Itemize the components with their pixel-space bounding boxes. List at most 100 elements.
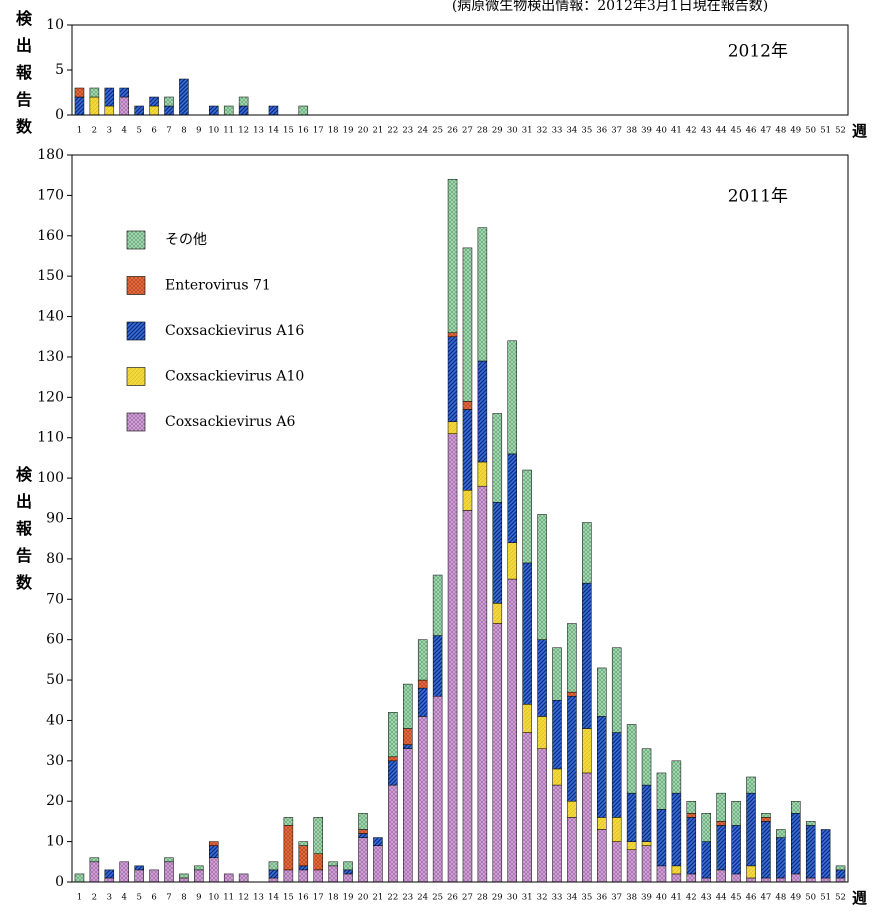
x-tick-label: 21 — [373, 893, 384, 903]
bar-segment — [805, 825, 816, 879]
y-axis-label: 検出報告数 — [13, 10, 32, 145]
bar-segment — [283, 817, 294, 826]
x-tick-label: 19 — [343, 126, 354, 136]
bar-segment — [388, 712, 398, 758]
x-tick-label: 8 — [181, 126, 186, 136]
bar-segment — [537, 514, 547, 640]
bar-segment — [716, 869, 726, 883]
bar-segment — [641, 841, 652, 846]
bar-segment — [716, 825, 726, 871]
legend-label: Enterovirus 71 — [165, 278, 271, 294]
bar-segment — [194, 865, 204, 871]
x-tick-label: 48 — [775, 126, 786, 136]
bar-segment — [283, 869, 294, 883]
x-tick-label: 36 — [596, 893, 607, 903]
x-tick-label: 42 — [686, 893, 697, 903]
x-tick-label: 5 — [136, 126, 141, 136]
x-tick-label: 39 — [641, 126, 652, 136]
bar-segment — [686, 873, 697, 883]
bar-segment — [104, 869, 115, 879]
x-tick-label: 50 — [805, 893, 816, 903]
x-tick-label: 43 — [701, 893, 712, 903]
bar-segment — [701, 813, 711, 842]
legend-swatch — [126, 276, 146, 295]
bar-segment — [164, 96, 174, 107]
x-tick-label: 33 — [552, 126, 563, 136]
bar-segment — [611, 647, 622, 733]
bar-segment — [179, 78, 189, 116]
bar-segment — [671, 865, 682, 875]
legend-label: その他 — [165, 232, 207, 248]
y-tick-label: 50 — [46, 672, 64, 688]
bar-segment — [507, 578, 517, 883]
y-axis-label: 検出報告数 — [13, 466, 32, 601]
legend-swatch — [126, 367, 146, 386]
x-tick-label: 17 — [313, 893, 324, 903]
y-tick-label: 100 — [37, 470, 64, 486]
x-tick-label: 4 — [122, 893, 127, 903]
y-tick-label: 140 — [37, 309, 64, 325]
bar-segment — [582, 772, 592, 883]
bar-segment — [716, 792, 726, 822]
bar-segment — [567, 800, 577, 818]
x-tick-label: 1 — [77, 126, 82, 136]
bar-segment — [567, 695, 577, 802]
legend-swatch — [126, 321, 146, 341]
x-tick-label: 14 — [268, 893, 279, 903]
bar-segment — [119, 861, 129, 883]
x-tick-label: 43 — [701, 126, 712, 136]
bar-segment — [417, 687, 428, 717]
legend-label: Coxsackievirus A10 — [165, 369, 304, 385]
bar-segment — [328, 865, 338, 883]
bar-segment — [686, 813, 697, 818]
bar-segment — [119, 96, 129, 116]
bar-segment — [462, 510, 473, 883]
bar-segment — [179, 873, 189, 879]
bar-segment — [432, 635, 443, 697]
bar-segment — [417, 679, 428, 689]
x-tick-label: 25 — [432, 893, 443, 903]
bar-segment — [641, 845, 652, 883]
bar-segment — [447, 433, 458, 883]
bar-segment — [238, 873, 249, 883]
bar-segment — [835, 877, 846, 883]
bar-segment — [343, 869, 353, 875]
x-tick-label: 2 — [92, 126, 97, 136]
x-tick-label: 23 — [402, 126, 413, 136]
bar-segment — [716, 821, 726, 826]
bar-segment — [447, 421, 458, 434]
x-tick-label: 25 — [432, 126, 443, 136]
bar-segment — [119, 87, 129, 98]
y-tick-label: 70 — [46, 591, 64, 607]
bar-segment — [313, 853, 323, 871]
y-tick-label: 10 — [46, 834, 64, 850]
bar-segment — [164, 857, 174, 863]
bar-segment — [746, 877, 756, 883]
x-tick-label: 46 — [746, 126, 757, 136]
bar-segment — [462, 401, 473, 410]
bar-segment — [149, 105, 159, 116]
x-tick-label: 34 — [567, 126, 578, 136]
bar-segment — [626, 841, 637, 850]
x-tick-label: 3 — [107, 893, 112, 903]
bar-segment — [209, 841, 219, 846]
bar-segment — [791, 813, 801, 875]
bar-segment — [582, 728, 592, 774]
bar-segment — [388, 756, 398, 762]
bar-segment — [537, 716, 547, 749]
bar-segment — [731, 800, 741, 826]
bar-segment — [820, 829, 831, 879]
bar-segment — [74, 873, 85, 883]
bar-segment — [552, 768, 562, 786]
bar-segment — [388, 784, 398, 883]
bar-segment — [641, 784, 652, 842]
bar-segment — [223, 105, 234, 116]
bar-segment — [776, 877, 786, 883]
bar-segment — [298, 845, 309, 867]
bar-segment — [403, 744, 413, 749]
bar-segment — [462, 247, 473, 402]
bar-segment — [626, 724, 637, 794]
y-tick-label: 10 — [46, 17, 64, 33]
